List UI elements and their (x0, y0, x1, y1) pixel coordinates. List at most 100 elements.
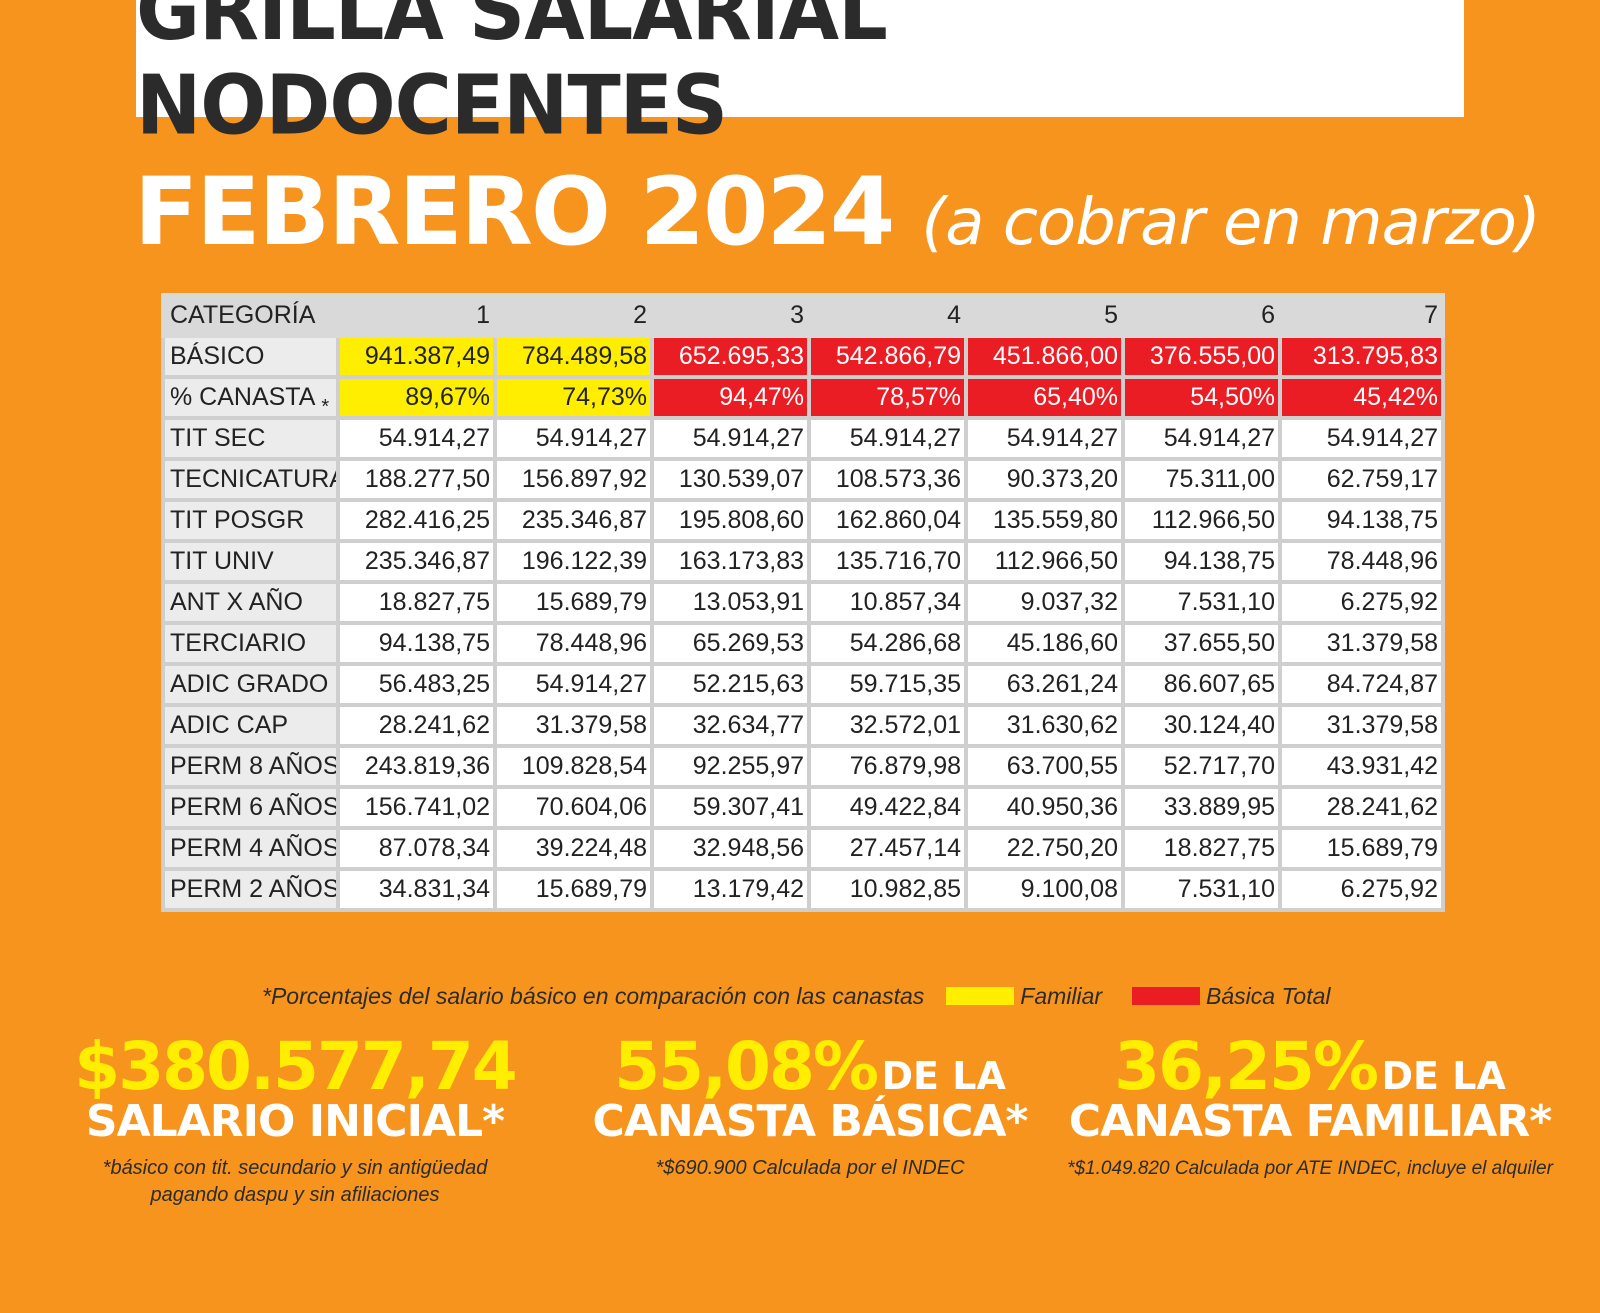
table-cell: 18.827,75 (336, 580, 497, 625)
table-cell: 31.379,58 (1278, 703, 1445, 748)
column-header: 3 (650, 293, 811, 338)
table-cell: 54,50% (1121, 375, 1282, 420)
table-cell: 108.573,36 (807, 457, 968, 502)
table-row: TIT UNIV 235.346,87 196.122,39 163.173,83 13… (161, 539, 1445, 584)
legend-yellow-swatch (946, 987, 1015, 1005)
row-label-text: % CANASTA (170, 383, 316, 411)
table-cell: 376.555,00 (1121, 334, 1282, 379)
table-cell: 78.448,96 (493, 621, 654, 666)
table-cell: 282.416,25 (336, 498, 497, 543)
table-cell: 54.286,68 (807, 621, 968, 666)
table-cell: 33.889,95 (1121, 785, 1282, 830)
table-cell: 7.531,10 (1121, 580, 1282, 625)
stat-note: *$690.900 Calculada por el INDEC (655, 1157, 965, 1179)
stat-note: *$1.049.820 Calculada por ATE INDEC, inc… (1067, 1158, 1553, 1179)
stat-suffix: DE LA (881, 1054, 1006, 1098)
stat-number-line: 55,08% DE LA (590, 1028, 1030, 1105)
table-cell: 56.483,25 (336, 662, 497, 707)
row-label: PERM 2 AÑOS (161, 867, 340, 912)
subtitle: FEBRERO 2024 (a cobrar en marzo) (134, 158, 1541, 268)
table-cell: 32.572,01 (807, 703, 968, 748)
table-row: PERM 8 AÑOS 243.819,36 109.828,54 92.255,97… (161, 744, 1445, 789)
table-cell: 31.379,58 (493, 703, 654, 748)
table-cell: 13.053,91 (650, 580, 811, 625)
table-cell: 162.860,04 (807, 498, 968, 543)
stat-salario-inicial: $380.577,74 SALARIO INICIAL* *básico con… (70, 1028, 520, 1209)
table-cell: 49.422,84 (807, 785, 968, 830)
stat-number-line: 36,25% DE LA (1030, 1028, 1590, 1105)
salary-table: CATEGORÍA 1 2 3 4 5 6 7 BÁSICO 941.387,49 784.489,… (161, 293, 1445, 912)
table-cell: 43.931,42 (1278, 744, 1445, 789)
table-cell: 27.457,14 (807, 826, 968, 871)
table-cell: 15.689,79 (493, 580, 654, 625)
table-cell: 130.539,07 (650, 457, 811, 502)
subtitle-note: (a cobrar en marzo) (921, 186, 1541, 260)
table-cell: 34.831,34 (336, 867, 497, 912)
table-cell: 31.630,62 (964, 703, 1125, 748)
stat-number: $380.577,74 (74, 1028, 517, 1105)
table-cell: 109.828,54 (493, 744, 654, 789)
table-cell: 78.448,96 (1278, 539, 1445, 584)
table-cell: 65,40% (964, 375, 1125, 420)
row-label-asterisk: * (321, 396, 330, 418)
table-cell: 451.866,00 (964, 334, 1125, 379)
table-cell: 54.914,27 (1121, 416, 1282, 461)
table-cell: 54.914,27 (650, 416, 811, 461)
column-header: 2 (493, 293, 654, 338)
table-cell: 30.124,40 (1121, 703, 1282, 748)
header-label: CATEGORÍA (161, 293, 340, 338)
stat-label: CANASTA FAMILIAR* (1068, 1096, 1552, 1147)
row-label: PERM 4 AÑOS (161, 826, 340, 871)
table-row: ANT X AÑO 18.827,75 15.689,79 13.053,91 10.8… (161, 580, 1445, 625)
table-header-row: CATEGORÍA 1 2 3 4 5 6 7 (161, 293, 1445, 338)
table-cell: 112.966,50 (1121, 498, 1282, 543)
table-cell: 54.914,27 (493, 416, 654, 461)
row-label: ADIC GRADO (161, 662, 340, 707)
table-cell: 94.138,75 (336, 621, 497, 666)
table-cell: 62.759,17 (1278, 457, 1445, 502)
row-label: BÁSICO (161, 334, 340, 379)
table-cell: 32.634,77 (650, 703, 811, 748)
column-header: 1 (336, 293, 497, 338)
table-cell: 74,73% (493, 375, 654, 420)
table-cell: 75.311,00 (1121, 457, 1282, 502)
table-cell: 784.489,58 (493, 334, 654, 379)
legend-red-swatch (1132, 987, 1201, 1005)
table-row: PERM 4 AÑOS 87.078,34 39.224,48 32.948,56 27… (161, 826, 1445, 871)
table-cell: 54.914,27 (336, 416, 497, 461)
table-cell: 54.914,27 (493, 662, 654, 707)
table-cell: 89,67% (336, 375, 497, 420)
table-cell: 86.607,65 (1121, 662, 1282, 707)
row-label: TIT UNIV (161, 539, 340, 584)
legend: *Porcentajes del salario básico en compa… (262, 981, 1331, 1011)
table-cell: 163.173,83 (650, 539, 811, 584)
legend-text: *Porcentajes del salario básico en compa… (262, 982, 925, 1009)
table-row: TECNICATURA 188.277,50 156.897,92 130.539,0… (161, 457, 1445, 502)
table-cell: 54.914,27 (1278, 416, 1445, 461)
table-cell: 65.269,53 (650, 621, 811, 666)
subtitle-main: FEBRERO 2024 (134, 158, 895, 267)
table-cell: 40.950,36 (964, 785, 1125, 830)
table-cell: 135.559,80 (964, 498, 1125, 543)
stat-label: SALARIO INICIAL* (85, 1096, 505, 1147)
table-cell: 54.914,27 (964, 416, 1125, 461)
table-cell: 52.215,63 (650, 662, 811, 707)
column-header: 5 (964, 293, 1125, 338)
stat-number-line: $380.577,74 (70, 1028, 520, 1105)
table-cell: 15.689,79 (1278, 826, 1445, 871)
table-cell: 94.138,75 (1121, 539, 1282, 584)
table-cell: 37.655,50 (1121, 621, 1282, 666)
table-cell: 63.700,55 (964, 744, 1125, 789)
table-cell: 92.255,97 (650, 744, 811, 789)
table-cell: 28.241,62 (336, 703, 497, 748)
row-label: ANT X AÑO (161, 580, 340, 625)
row-label: TERCIARIO (161, 621, 340, 666)
table-cell: 45,42% (1278, 375, 1445, 420)
row-label: TECNICATURA (161, 457, 340, 502)
table-cell: 87.078,34 (336, 826, 497, 871)
table-cell: 59.307,41 (650, 785, 811, 830)
row-label: ADIC CAP (161, 703, 340, 748)
row-label: TIT SEC (161, 416, 340, 461)
table-cell: 188.277,50 (336, 457, 497, 502)
stat-label: CANASTA BÁSICA* (592, 1096, 1029, 1147)
